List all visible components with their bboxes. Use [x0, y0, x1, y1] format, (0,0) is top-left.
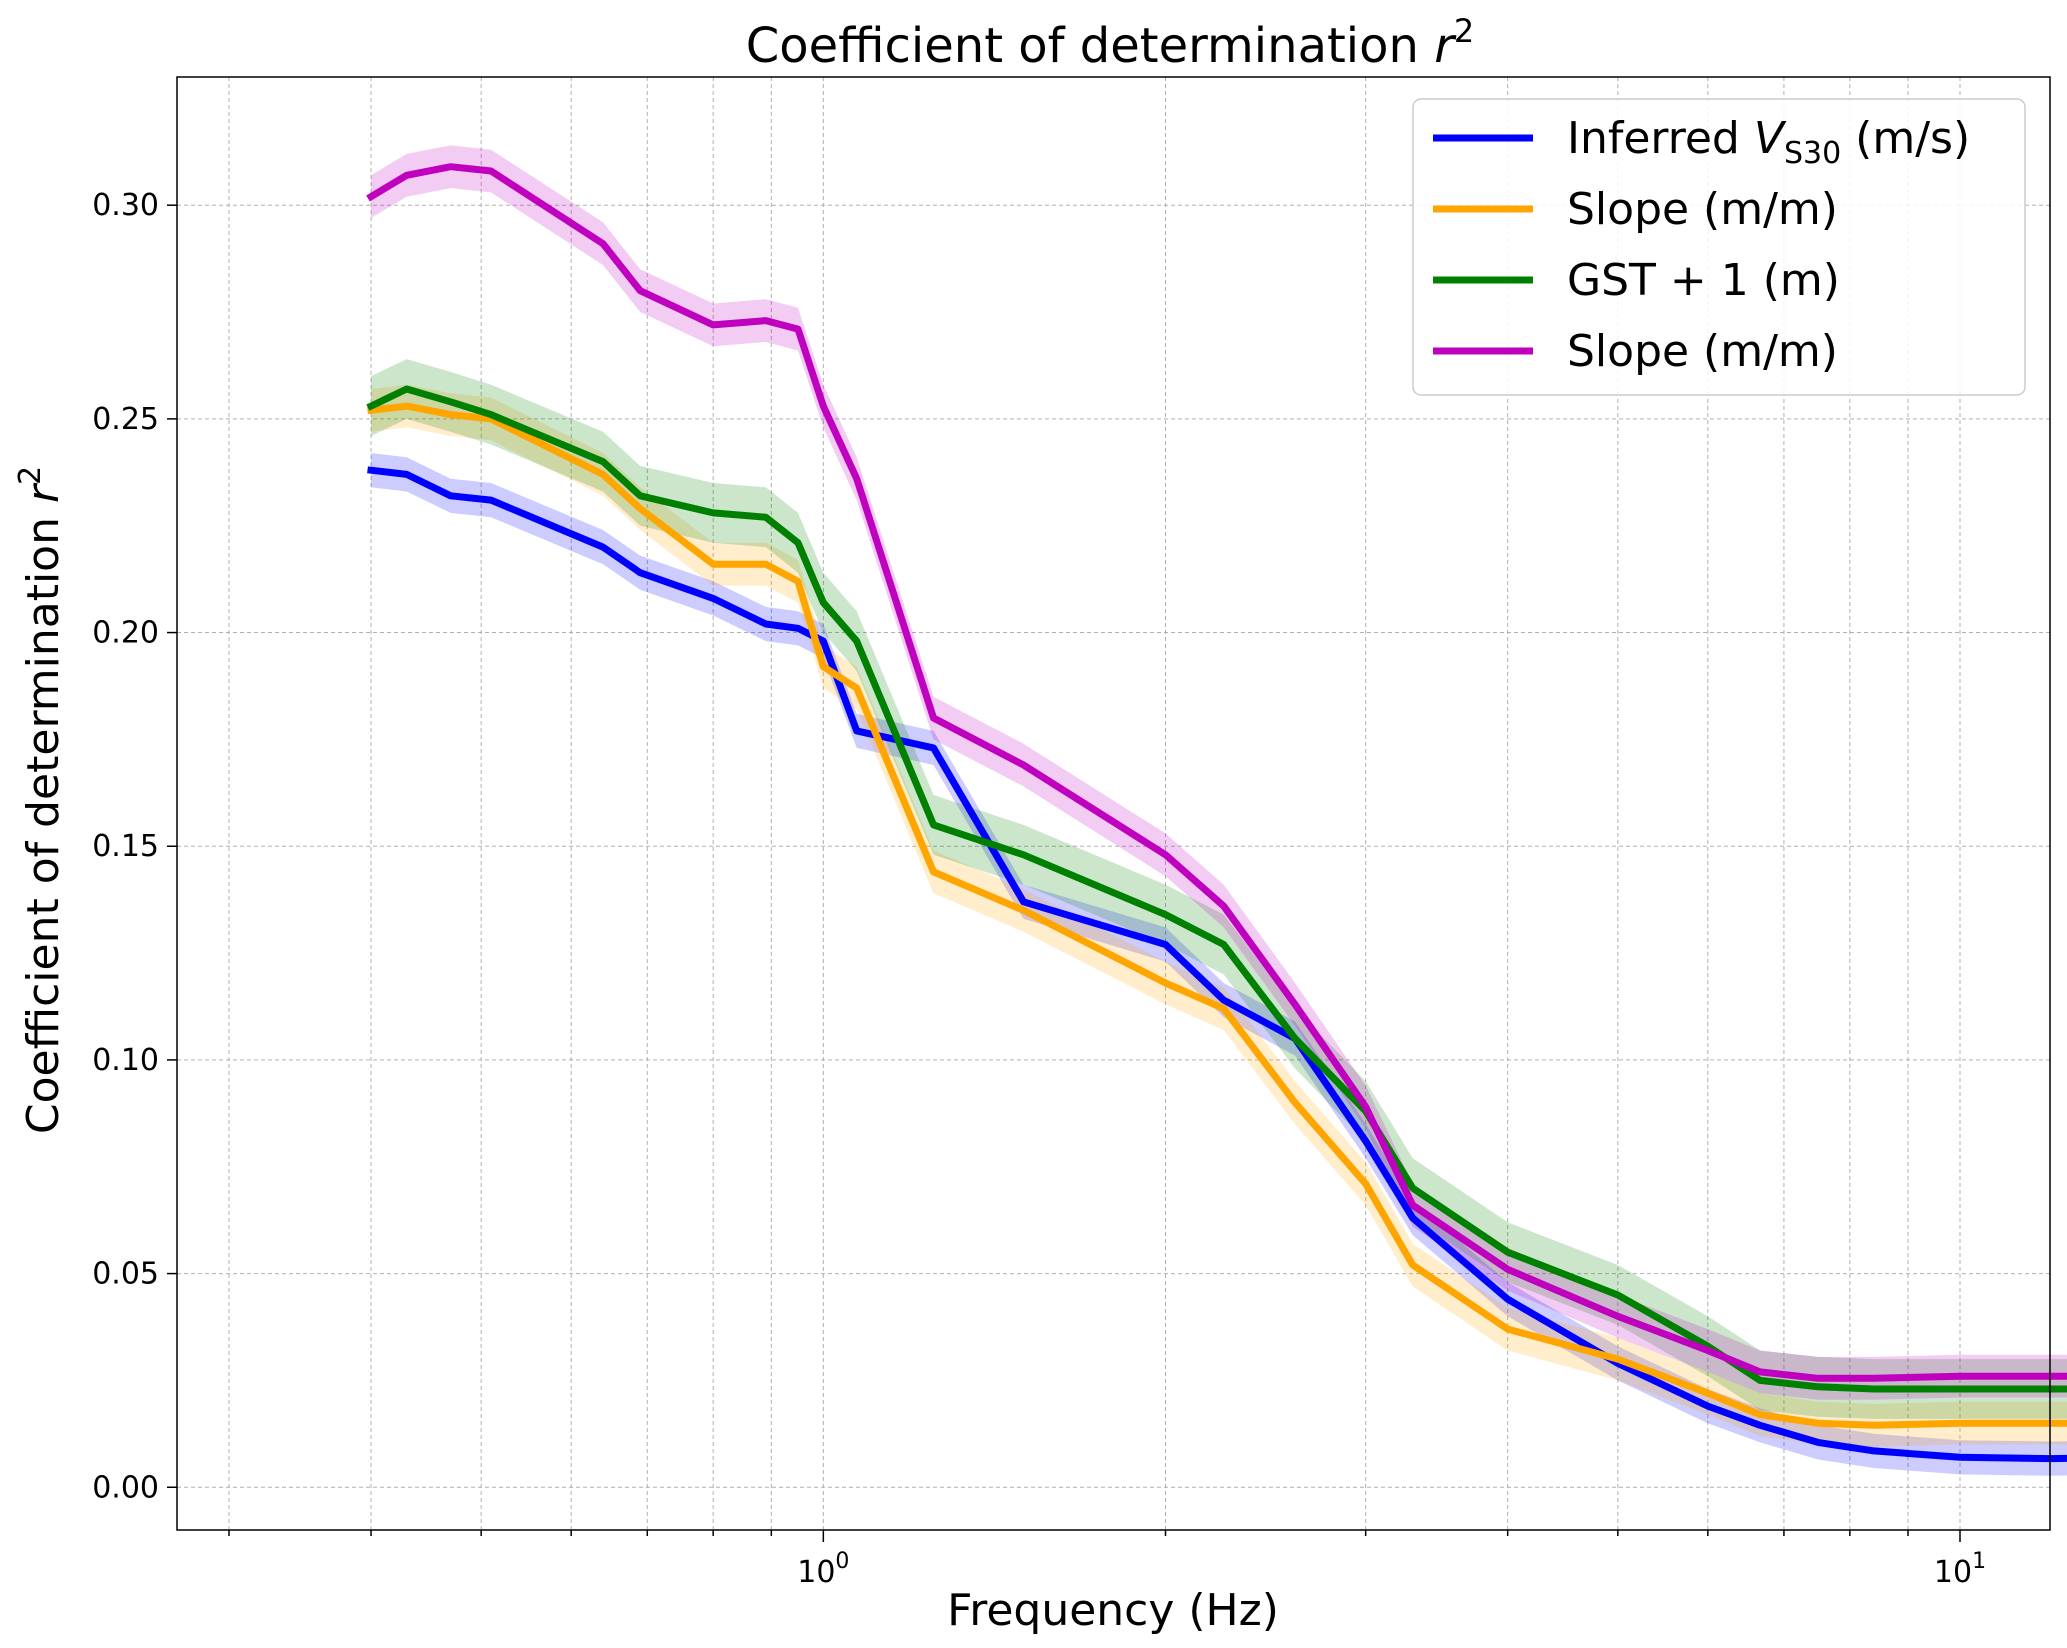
legend-box	[1412, 98, 2026, 396]
y-tick-label: 0.05	[92, 1257, 159, 1292]
plot-frame	[176, 76, 2051, 1531]
legend-label-gst: GST + 1 (m)	[1567, 255, 1840, 306]
x-axis-label: Frequency (Hz)	[947, 1585, 1279, 1636]
x-tick-label: 100	[797, 1549, 849, 1590]
legend-label-vs30: Inferred VS30 (m/s)	[1567, 113, 1970, 171]
y-tick-label: 0.00	[92, 1470, 159, 1505]
y-tick-label: 0.25	[92, 402, 159, 437]
series-line-1	[367, 402, 2067, 1429]
y-axis-label: Coefficient of determination r2	[13, 466, 69, 1134]
legend-label-slope-orange: Slope (m/m)	[1567, 184, 1838, 235]
series-line-2	[366, 385, 2067, 1393]
chart-title: Coefficient of determination r2	[746, 12, 1475, 74]
series-line-3	[366, 163, 2067, 1382]
x-tick-label: 101	[1934, 1549, 1986, 1590]
y-tick-label: 0.10	[92, 1043, 159, 1078]
legend-label-slope-magenta: Slope (m/m)	[1567, 326, 1838, 377]
series-lines	[366, 163, 2067, 1463]
legend: Inferred VS30 (m/s) Slope (m/m) GST + 1 …	[1412, 98, 2026, 396]
y-tick-label: 0.20	[92, 616, 159, 651]
y-tick-label: 0.30	[92, 188, 159, 223]
series-band-2	[371, 359, 2067, 1419]
y-tick-label: 0.15	[92, 829, 159, 864]
axis-ticks: 0.00 0.05 0.10 0.15 0.20 0.25 0.30 100 101	[92, 188, 1986, 1590]
confidence-bands	[371, 145, 2067, 1476]
series-line-0	[367, 466, 2067, 1463]
